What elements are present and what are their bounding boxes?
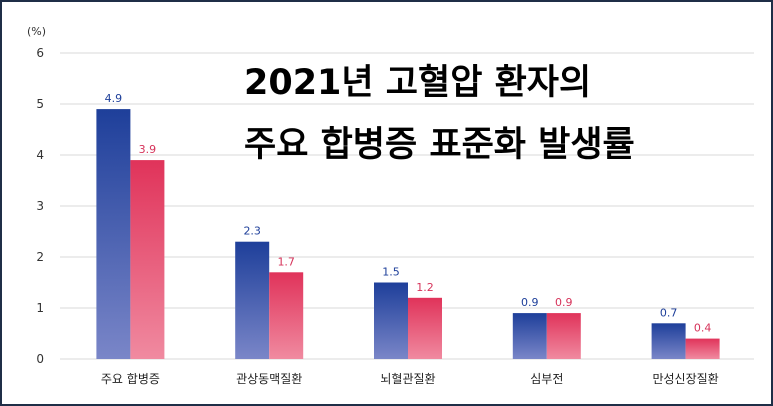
category-label: 만성신장질환 xyxy=(652,372,718,386)
data-label: 0.9 xyxy=(555,296,573,309)
data-label: 0.9 xyxy=(521,296,539,309)
data-label: 1.5 xyxy=(382,266,400,279)
y-tick-label: 4 xyxy=(36,148,44,162)
category-label: 관상동맥질환 xyxy=(236,372,302,386)
y-unit-label: (%) xyxy=(27,25,46,38)
bar-pink-3 xyxy=(546,313,581,359)
data-label: 2.3 xyxy=(243,225,261,238)
chart-title: 2021년 고혈압 환자의 주요 합병증 표준화 발생률 xyxy=(244,52,764,176)
y-tick-label: 3 xyxy=(36,199,44,213)
data-label: 0.7 xyxy=(660,306,678,319)
category-label: 심부전 xyxy=(530,372,563,386)
data-label: 0.4 xyxy=(694,322,712,335)
bar-blue-0 xyxy=(96,109,131,359)
category-label: 뇌혈관질환 xyxy=(380,372,435,386)
bar-pink-0 xyxy=(130,160,165,359)
y-tick-label: 1 xyxy=(36,301,44,315)
y-tick-label: 6 xyxy=(36,46,44,60)
y-tick-label: 0 xyxy=(36,352,44,366)
data-label: 1.7 xyxy=(277,255,295,268)
bar-blue-4 xyxy=(651,323,686,359)
chart-title-line-1: 2021년 고혈압 환자의 xyxy=(244,63,592,103)
data-label: 4.9 xyxy=(105,92,123,105)
bar-blue-2 xyxy=(374,282,408,359)
chart-title-line-2: 주요 합병증 표준화 발생률 xyxy=(244,125,635,165)
y-tick-label: 2 xyxy=(36,250,44,264)
data-label: 1.2 xyxy=(416,281,434,294)
bar-pink-2 xyxy=(408,297,442,359)
bar-pink-1 xyxy=(269,272,304,359)
bar-blue-1 xyxy=(235,241,270,359)
y-tick-label: 5 xyxy=(36,97,44,111)
data-label: 3.9 xyxy=(139,143,157,156)
bar-blue-3 xyxy=(512,313,547,359)
category-label: 주요 합병증 xyxy=(101,372,160,386)
bar-pink-4 xyxy=(685,338,720,359)
